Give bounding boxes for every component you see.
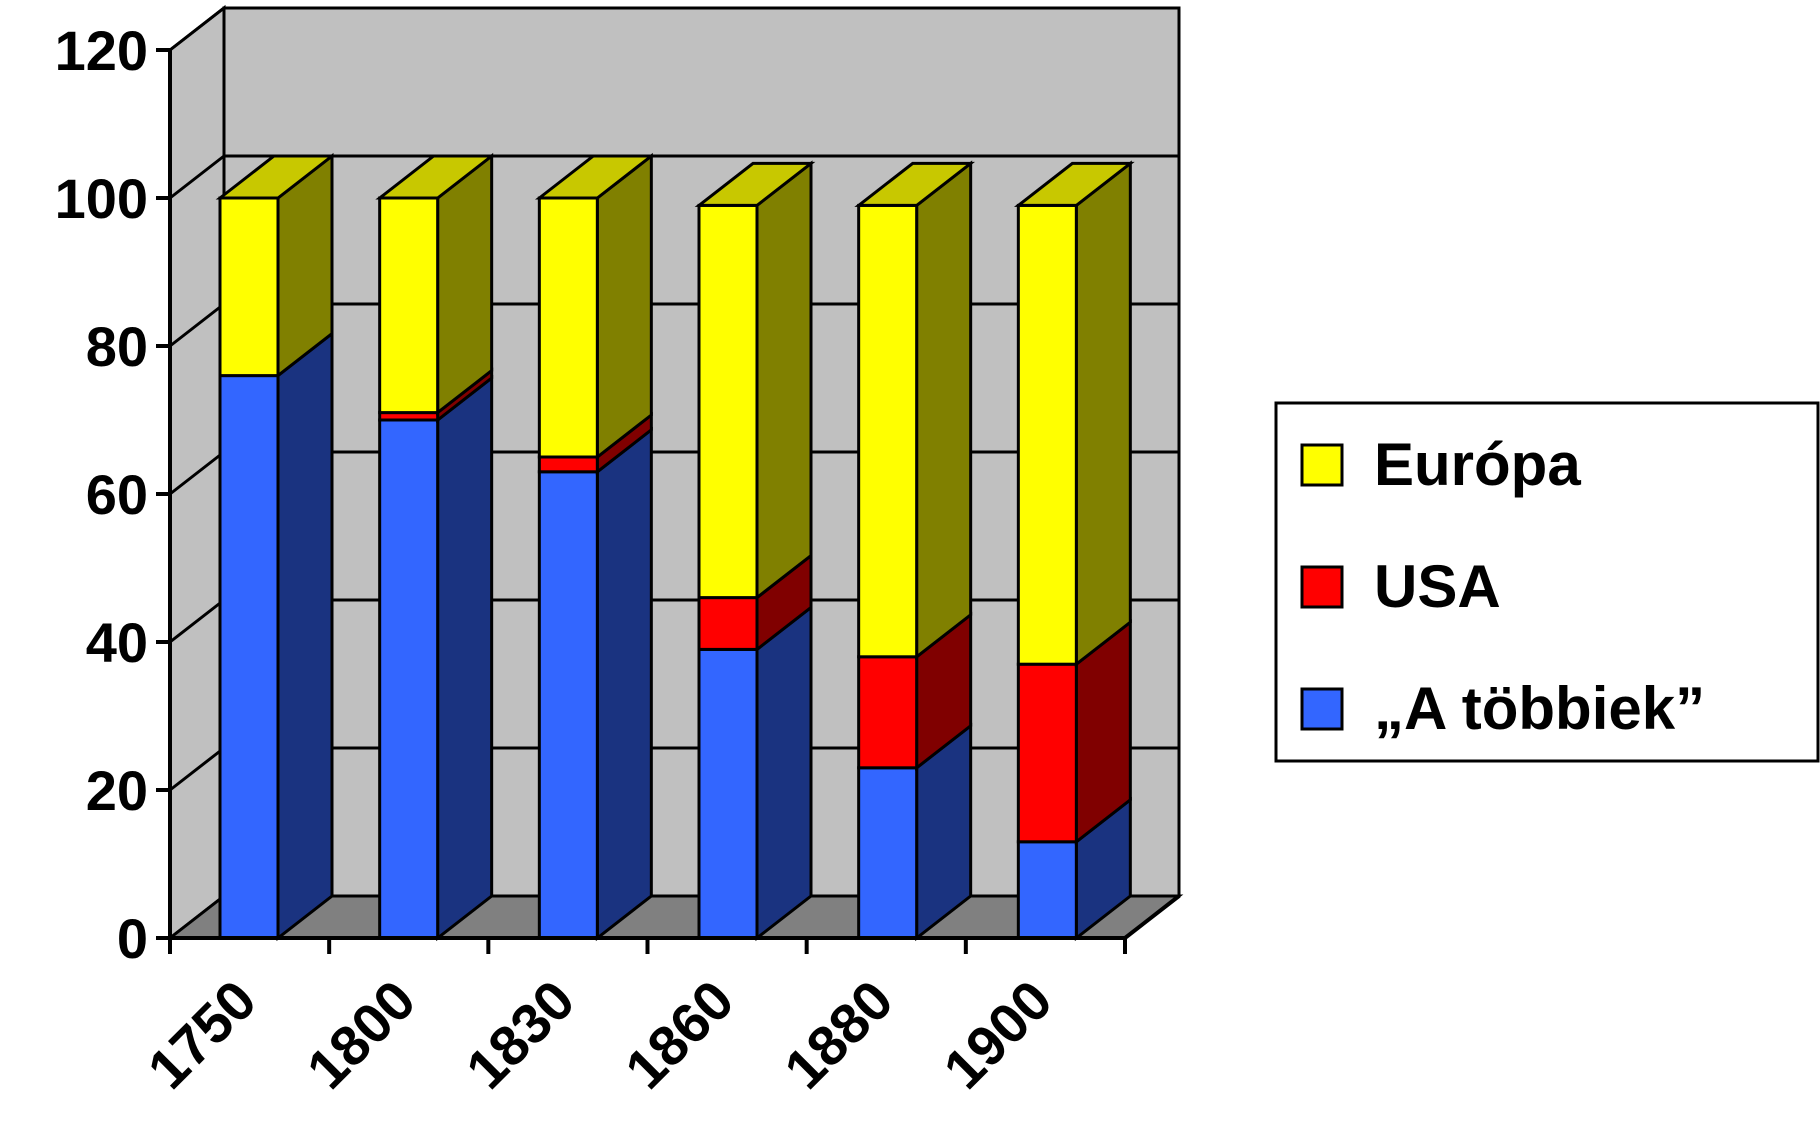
bar-top-1750 [215,154,337,200]
bar-stack-1900 [1013,160,1135,942]
bar-1880-1 [857,655,919,770]
legend-label: Európa [1374,431,1581,498]
gridline-side [169,154,225,200]
legend-swatch [1300,565,1344,609]
bar-side-1830-2 [595,152,653,461]
bar-1900-2 [1016,203,1078,666]
y-tick-label: 80 [86,315,148,378]
bar-top-1860 [694,161,816,207]
legend-label: USA [1374,553,1501,620]
bar-1800-2 [378,196,440,415]
legend-swatch [1300,687,1344,731]
legend-label: „A többiek” [1374,675,1705,742]
bar-side-1750-0 [276,330,334,942]
legend-box [1274,401,1820,763]
gridline-side [169,450,225,496]
x-tick-label: 1860 [613,968,746,1101]
bar-stack-1880 [854,160,976,942]
bar-top-1800 [375,154,497,200]
bar-stack-1830 [534,152,656,942]
x-axis-tick-labels: 1750 1800 1830 1860 1880 1900 [135,968,1063,1101]
bar-side-1900-2 [1074,160,1132,668]
bar-1830-0 [537,470,599,940]
bar-side-1830-0 [595,426,653,942]
bars [215,152,1135,942]
bar-1880-0 [857,766,919,940]
floor-edge-line [1123,894,1181,940]
bar-side-1860-2 [755,160,813,601]
bar-side-1800-2 [436,152,494,416]
x-tick-label: 1800 [295,968,428,1101]
bar-1860-0 [697,647,759,940]
bar-top-1830 [534,154,656,200]
gridline-side [169,302,225,348]
gridline-side [169,598,225,644]
y-tick-label: 100 [55,167,148,230]
bar-1880-2 [857,203,919,659]
x-tick-label: 1900 [931,968,1064,1101]
bar-stack-1860 [694,160,816,942]
bar-1900-1 [1016,662,1078,844]
y-tick-label: 20 [86,759,148,822]
bar-side-1800-0 [436,374,494,942]
bar-1900-0 [1016,840,1078,940]
x-tick-label: 1750 [135,968,268,1101]
bar-side-1860-0 [755,604,813,942]
bar-top-1880 [854,161,976,207]
legend-swatch [1300,443,1344,487]
y-tick-label: 40 [86,611,148,674]
bar-top-1900 [1013,161,1135,207]
bar-1830-1 [537,455,599,474]
bar-1800-0 [378,418,440,940]
bar-1750-0 [218,374,280,940]
axes [156,48,1181,954]
bar-side-1880-2 [915,160,973,660]
bar-1860-1 [697,596,759,651]
y-tick-label: 120 [55,19,148,82]
gridline-side [169,746,225,792]
bar-stack-1750 [215,152,337,942]
y-axis-tick-labels: 0 20 40 60 80 100 120 [55,19,148,970]
bar-1830-2 [537,196,599,459]
bar-1860-2 [697,203,759,600]
legend: Európa USA „A többiek” [1274,401,1820,763]
y-tick-label: 60 [86,463,148,526]
bar-1750-2 [218,196,280,378]
gridline-side [169,6,225,52]
x-tick-label: 1830 [454,968,587,1101]
x-tick-label: 1880 [772,968,905,1101]
y-tick-label: 0 [117,907,148,970]
bar-stack-1800 [375,152,497,942]
